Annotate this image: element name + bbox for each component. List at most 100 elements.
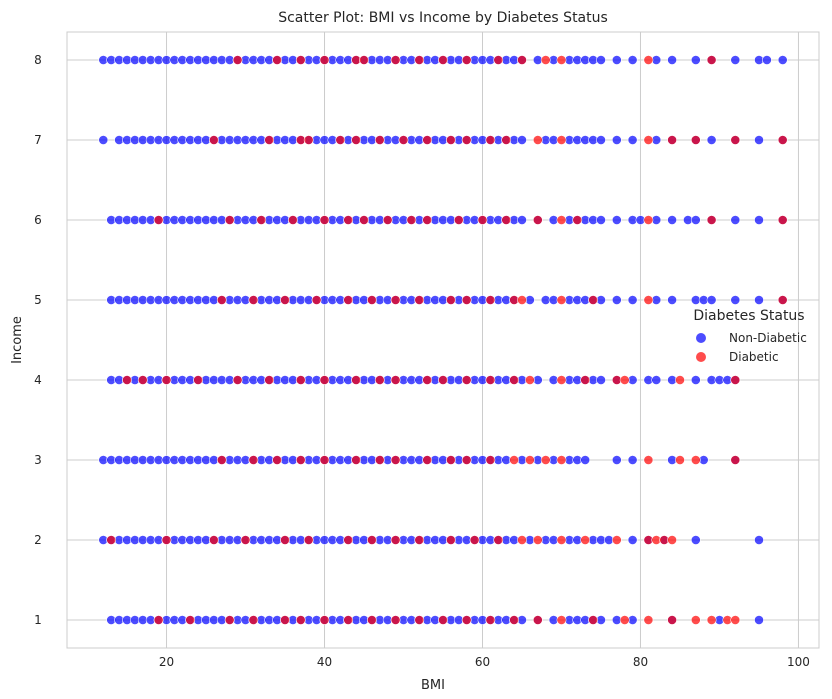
- legend-entry-non-diabetic: Non-Diabetic: [696, 331, 807, 345]
- point-diabetic: [422, 215, 433, 225]
- point-diabetic: [501, 135, 512, 145]
- point-diabetic: [777, 215, 788, 225]
- point-diabetic: [777, 135, 788, 145]
- point-non-diabetic: [706, 295, 717, 305]
- point-diabetic: [556, 375, 567, 385]
- point-diabetic: [390, 55, 401, 65]
- x-tick-label-60: 60: [475, 655, 490, 669]
- point-diabetic: [517, 55, 527, 65]
- point-non-diabetic: [777, 55, 788, 65]
- point-diabetic: [556, 55, 567, 65]
- point-diabetic: [493, 535, 504, 545]
- point-diabetic: [461, 295, 472, 305]
- point-diabetic: [556, 215, 567, 225]
- point-diabetic: [690, 615, 701, 625]
- point-diabetic: [461, 135, 472, 145]
- point-diabetic: [532, 135, 543, 145]
- x-tick-label-20: 20: [159, 655, 174, 669]
- point-non-diabetic: [754, 135, 764, 145]
- point-diabetic: [438, 55, 448, 65]
- x-tick-label-100: 100: [787, 655, 810, 669]
- point-non-diabetic: [596, 55, 606, 65]
- point-diabetic: [295, 55, 306, 65]
- point-diabetic: [525, 455, 535, 465]
- point-diabetic: [730, 455, 741, 465]
- point-non-diabetic: [730, 215, 741, 225]
- y-tick-label-2: 2: [34, 533, 42, 547]
- point-non-diabetic: [690, 535, 701, 545]
- point-non-diabetic: [690, 215, 701, 225]
- point-diabetic: [343, 215, 354, 225]
- point-diabetic: [224, 215, 235, 225]
- point-diabetic: [153, 215, 164, 225]
- point-diabetic: [248, 615, 259, 625]
- point-diabetic: [469, 535, 480, 545]
- point-diabetic: [374, 455, 385, 465]
- point-diabetic: [303, 135, 314, 145]
- point-non-diabetic: [627, 455, 638, 465]
- point-diabetic: [706, 615, 717, 625]
- point-diabetic: [675, 455, 685, 465]
- point-diabetic: [161, 375, 172, 385]
- point-non-diabetic: [706, 135, 717, 145]
- point-non-diabetic: [611, 135, 622, 145]
- point-diabetic: [240, 535, 251, 545]
- point-diabetic: [232, 55, 243, 65]
- point-diabetic: [351, 455, 361, 465]
- point-non-diabetic: [627, 135, 638, 145]
- point-non-diabetic: [762, 55, 772, 65]
- point-diabetic: [390, 295, 401, 305]
- point-non-diabetic: [667, 55, 677, 65]
- point-diabetic: [287, 215, 298, 225]
- point-non-diabetic: [690, 375, 701, 385]
- point-diabetic: [122, 375, 132, 385]
- point-diabetic: [643, 215, 654, 225]
- point-non-diabetic: [667, 295, 677, 305]
- y-tick-label-3: 3: [34, 453, 42, 467]
- point-non-diabetic: [730, 295, 741, 305]
- point-diabetic: [208, 535, 219, 545]
- y-axis-label: Income: [10, 316, 25, 364]
- point-diabetic: [319, 615, 330, 625]
- point-diabetic: [540, 55, 551, 65]
- point-diabetic: [216, 295, 227, 305]
- point-diabetic: [461, 615, 472, 625]
- chart-title: Scatter Plot: BMI vs Income by Diabetes …: [278, 10, 608, 26]
- point-diabetic: [643, 455, 654, 465]
- point-diabetic: [706, 55, 717, 65]
- point-diabetic: [208, 135, 219, 145]
- point-diabetic: [280, 615, 290, 625]
- point-diabetic: [422, 455, 433, 465]
- point-diabetic: [461, 55, 472, 65]
- point-diabetic: [588, 615, 598, 625]
- point-diabetic: [493, 55, 504, 65]
- point-diabetic: [343, 295, 354, 305]
- point-diabetic: [540, 455, 551, 465]
- point-diabetic: [730, 135, 741, 145]
- point-diabetic: [280, 535, 290, 545]
- point-non-diabetic: [611, 455, 622, 465]
- point-diabetic: [485, 455, 496, 465]
- point-diabetic: [643, 55, 654, 65]
- point-diabetic: [224, 615, 235, 625]
- point-diabetic: [461, 455, 472, 465]
- data-points: [98, 55, 788, 625]
- point-diabetic: [374, 135, 385, 145]
- point-diabetic: [185, 615, 196, 625]
- point-diabetic: [730, 615, 741, 625]
- point-diabetic: [556, 295, 567, 305]
- point-diabetic: [422, 375, 433, 385]
- point-diabetic: [777, 295, 788, 305]
- point-diabetic: [382, 215, 393, 225]
- point-non-diabetic: [667, 215, 677, 225]
- point-non-diabetic: [754, 535, 764, 545]
- point-diabetic: [422, 135, 433, 145]
- point-diabetic: [351, 375, 361, 385]
- point-non-diabetic: [690, 55, 701, 65]
- point-diabetic: [280, 295, 290, 305]
- point-diabetic: [366, 295, 377, 305]
- y-tick-label-6: 6: [34, 213, 42, 227]
- point-diabetic: [295, 375, 306, 385]
- point-diabetic: [248, 295, 259, 305]
